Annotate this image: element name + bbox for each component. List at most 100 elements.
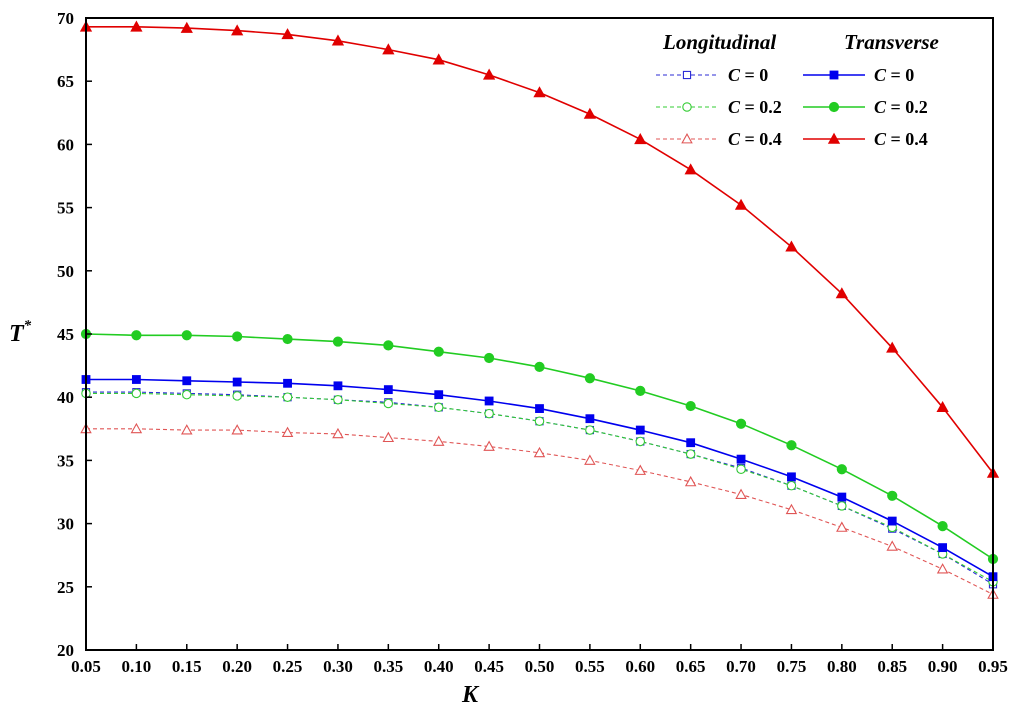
data-point-circle — [131, 388, 142, 399]
x-tick-label: 0.10 — [122, 657, 152, 676]
data-point-circle — [736, 464, 746, 474]
data-point-square — [434, 390, 444, 400]
x-tick-label: 0.80 — [827, 657, 857, 676]
y-tick-label: 30 — [57, 515, 74, 534]
data-point-circle — [282, 333, 293, 345]
data-point-square — [182, 376, 192, 386]
y-tick-label: 40 — [57, 388, 74, 407]
data-point-triangle — [281, 426, 294, 438]
data-point-triangle — [231, 424, 243, 435]
legend-label: C = 0 — [874, 65, 914, 85]
data-point-triangle — [735, 488, 747, 499]
legend-label-variable: C — [874, 129, 887, 149]
x-tick-label: 0.85 — [877, 657, 907, 676]
data-point-triangle — [533, 86, 546, 98]
legend-label-variable: C — [728, 97, 741, 117]
data-point-circle — [786, 480, 797, 491]
data-point-triangle — [331, 34, 345, 46]
legend: Longitudinal Transverse C = 0C = 0.2C = … — [656, 30, 939, 149]
data-point-square — [829, 70, 839, 80]
x-tick-label: 0.15 — [172, 657, 202, 676]
data-point-square — [686, 438, 696, 448]
data-point-square — [887, 516, 897, 526]
data-point-square — [682, 70, 692, 80]
x-tick-label: 0.55 — [575, 657, 605, 676]
legend-label-value: = 0.2 — [886, 97, 928, 117]
data-point-square — [383, 385, 393, 395]
data-point-triangle — [281, 28, 294, 40]
data-point-circle — [433, 346, 444, 357]
data-point-circle — [786, 440, 797, 451]
data-point-triangle — [734, 198, 748, 210]
data-point-triangle — [827, 132, 841, 144]
legend-label: C = 0 — [728, 65, 768, 85]
data-point-triangle — [482, 68, 496, 80]
data-point-square — [837, 492, 847, 502]
data-point-triangle — [785, 240, 798, 252]
legend-label: C = 0.4 — [728, 129, 782, 149]
x-tick-label: 0.45 — [474, 657, 504, 676]
series-longitudinal-02 — [81, 388, 998, 587]
data-point-triangle — [483, 440, 495, 451]
legend-label: C = 0.4 — [874, 129, 928, 149]
data-point-circle — [181, 330, 192, 341]
data-point-triangle — [836, 521, 848, 532]
data-point-triangle — [886, 341, 899, 353]
data-point-circle — [685, 400, 696, 412]
data-point-circle — [887, 490, 898, 501]
x-tick-label: 0.50 — [525, 657, 555, 676]
y-tick-label: 65 — [57, 72, 74, 91]
y-tick-label: 70 — [57, 9, 74, 28]
data-point-triangle — [181, 424, 193, 435]
x-tick-label: 0.95 — [978, 657, 1008, 676]
data-point-triangle — [332, 427, 344, 439]
plot-curves — [79, 20, 1000, 599]
data-point-circle — [836, 464, 847, 475]
data-point-square — [535, 404, 544, 413]
y-tick-label: 35 — [57, 451, 74, 470]
data-point-square — [484, 396, 494, 406]
y-tick-label: 45 — [57, 325, 74, 344]
data-point-triangle — [684, 163, 697, 175]
series-longitudinal-04 — [80, 422, 999, 599]
axis-ticks: 0.05 0.10 0.15 0.20 0.25 0.30 0.35 0.40 0.45 0.50… — [57, 9, 1008, 676]
data-point-triangle — [180, 21, 193, 33]
legend-label-value: = 0 — [886, 65, 914, 85]
x-tick-label: 0.30 — [323, 657, 353, 676]
data-point-square — [333, 381, 343, 391]
data-point-square — [585, 414, 595, 424]
data-point-circle — [534, 361, 545, 372]
data-point-triangle — [785, 503, 798, 515]
data-point-circle — [131, 330, 142, 341]
data-point-triangle — [584, 454, 596, 465]
data-point-triangle — [533, 446, 546, 458]
plot-frame — [85, 17, 994, 651]
data-point-triangle — [936, 400, 949, 413]
data-point-triangle — [432, 53, 445, 65]
x-tick-label: 0.20 — [222, 657, 252, 676]
data-point-square — [283, 378, 292, 388]
x-tick-label: 0.65 — [676, 657, 706, 676]
series-transverse-02 — [80, 328, 999, 565]
data-point-triangle — [583, 107, 597, 119]
legend-label-variable: C — [728, 129, 741, 149]
y-tick-label: 25 — [57, 578, 74, 597]
y-tick-label: 20 — [57, 641, 74, 660]
data-point-circle — [332, 336, 344, 347]
data-point-triangle — [886, 540, 898, 551]
data-point-triangle — [936, 563, 949, 574]
x-axis-title: K — [461, 682, 480, 708]
legend-label-value: = 0.4 — [740, 129, 782, 149]
x-tick-label: 0.60 — [625, 657, 655, 676]
data-point-triangle — [634, 133, 647, 145]
x-tick-label: 0.05 — [71, 657, 101, 676]
data-point-square — [736, 454, 746, 464]
data-point-triangle — [835, 287, 848, 299]
data-point-square — [232, 377, 242, 387]
data-point-triangle — [382, 43, 395, 55]
data-point-circle — [685, 449, 696, 459]
legend-label-variable: C — [728, 65, 741, 85]
data-point-triangle — [684, 475, 697, 487]
data-point-circle — [232, 331, 243, 342]
